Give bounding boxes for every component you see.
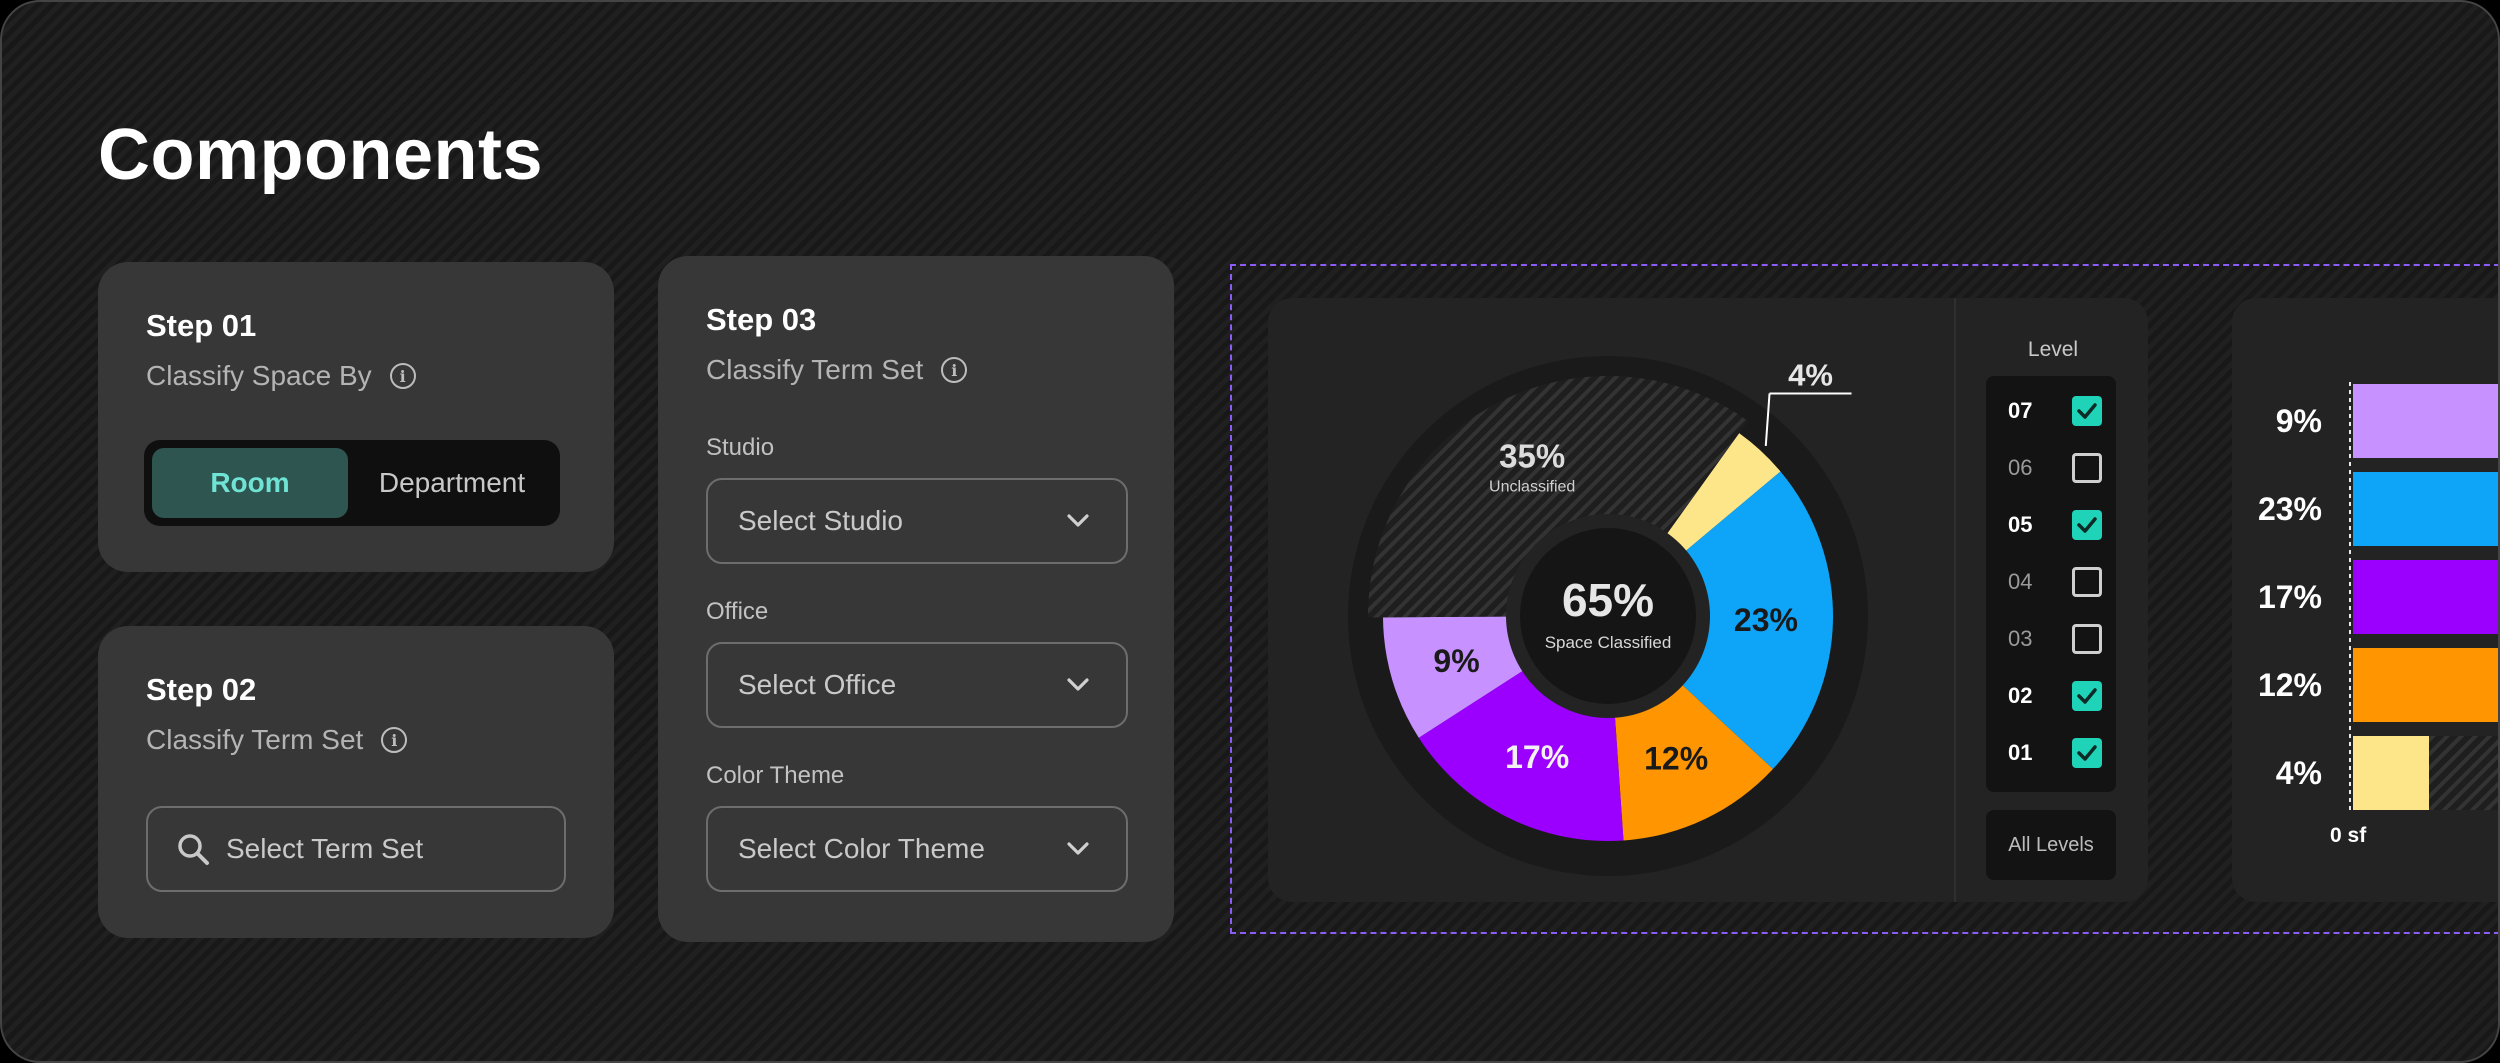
bar[interactable]: [2353, 736, 2429, 810]
bar-label: 17%: [2258, 579, 2322, 615]
checkmark-icon: [2077, 745, 2097, 761]
checkmark-icon: [2077, 517, 2097, 533]
donut-slice[interactable]: [1383, 616, 1533, 738]
level-title: Level: [2027, 338, 2079, 361]
level-checkbox[interactable]: [2072, 681, 2102, 711]
bar[interactable]: [2353, 472, 2500, 546]
level-checkbox[interactable]: [2072, 624, 2102, 654]
level-row-02[interactable]: 02: [1986, 669, 2116, 725]
office-select-value: Select Office: [738, 669, 897, 700]
bar[interactable]: [2353, 560, 2500, 634]
chevron-down-icon: [1067, 842, 1089, 855]
donut-slice[interactable]: [1368, 376, 1748, 618]
term-set-search-input[interactable]: Select Term Set: [146, 806, 566, 892]
studio-label: Studio: [706, 434, 775, 461]
classify-by-toggle: Room Department: [144, 440, 560, 526]
toggle-department-option[interactable]: Department: [378, 467, 526, 498]
step-03-card: Step 03 Classify Term Set i Studio Selec…: [658, 256, 1174, 942]
all-levels-button[interactable]: All Levels: [1986, 810, 2116, 880]
donut-chart: 4% 23% 12% 17% 9% 35% Unclassified 65% Space C…: [1348, 356, 1868, 876]
step-01-subtitle-text: Classify Space By: [146, 360, 372, 391]
level-label: 06: [2008, 455, 2033, 480]
step-03-subtitle-text: Classify Term Set: [706, 354, 924, 385]
center-label: Space Classified: [1545, 633, 1672, 652]
info-icon[interactable]: i: [381, 727, 408, 753]
chevron-down-icon: [1067, 678, 1089, 691]
checkmark-icon: [2077, 403, 2097, 419]
bar-axis-label: 0 sf: [2330, 824, 2367, 847]
bar[interactable]: [2353, 648, 2500, 722]
studio-select[interactable]: Select Studio: [706, 478, 1128, 564]
level-checkbox[interactable]: [2072, 738, 2102, 768]
level-label: 02: [2008, 683, 2033, 708]
bar-chart-panel: 9% 23% 17% 12% 4% 0 sf: [2232, 298, 2500, 902]
color-theme-select[interactable]: Select Color Theme: [706, 806, 1128, 892]
donut-slice[interactable]: [1614, 677, 1773, 841]
bar-label: 9%: [2276, 403, 2322, 439]
office-select[interactable]: Select Office: [706, 642, 1128, 728]
chevron-down-icon: [1067, 514, 1089, 527]
bar-label: 23%: [2258, 491, 2322, 527]
level-label: 04: [2008, 569, 2033, 594]
slice-sublabel: Unclassified: [1489, 478, 1575, 495]
color-theme-select-value: Select Color Theme: [738, 833, 985, 864]
step-03-subtitle: Classify Term Set i: [706, 354, 968, 386]
level-checkbox[interactable]: [2072, 453, 2102, 483]
bar-label: 4%: [2276, 755, 2322, 791]
toggle-room-option[interactable]: Room: [152, 448, 348, 518]
slice-label: 4%: [1788, 357, 1833, 392]
center-value: 65%: [1562, 574, 1654, 626]
studio-select-value: Select Studio: [738, 505, 903, 536]
step-02-title: Step 02: [146, 672, 257, 707]
page-title: Components: [98, 115, 543, 195]
bar-label: 12%: [2258, 667, 2322, 703]
level-row-07[interactable]: 07: [1986, 384, 2116, 440]
donut-slice[interactable]: [1660, 433, 1781, 559]
level-row-03[interactable]: 03: [1986, 612, 2116, 668]
donut-slice[interactable]: [1673, 471, 1833, 770]
step-01-subtitle: Classify Space By i: [146, 360, 416, 392]
step-02-subtitle: Classify Term Set i: [146, 724, 408, 756]
level-label: 05: [2008, 512, 2033, 537]
color-theme-label: Color Theme: [706, 762, 845, 789]
level-filter: Level 07 06 05 04 03 02 01 All Levels: [1954, 298, 2150, 902]
level-row-05[interactable]: 05: [1986, 498, 2116, 554]
level-checkbox[interactable]: [2072, 510, 2102, 540]
donut-hole: [1520, 528, 1696, 704]
slice-label: 9%: [1433, 643, 1479, 679]
level-checkbox[interactable]: [2072, 396, 2102, 426]
step-01-card: Step 01 Classify Space By i Room Departm…: [98, 262, 614, 572]
level-row-04[interactable]: 04: [1986, 555, 2116, 611]
slice-leader-line: [1764, 393, 1771, 446]
info-icon[interactable]: i: [941, 357, 968, 383]
level-row-01[interactable]: 01: [1986, 726, 2116, 782]
donut-chart-panel: 4% 23% 12% 17% 9% 35% Unclassified 65% Space C…: [1268, 298, 2148, 902]
step-01-title: Step 01: [146, 308, 257, 343]
checkmark-icon: [2077, 688, 2097, 704]
step-02-card: Step 02 Classify Term Set i Select Term …: [98, 626, 614, 938]
term-set-search-placeholder: Select Term Set: [226, 833, 424, 864]
bar-chart: 9% 23% 17% 12% 4% 0 sf: [2258, 382, 2500, 847]
level-checkbox[interactable]: [2072, 567, 2102, 597]
chart-component-group: [1230, 264, 2498, 934]
slice-label: 17%: [1505, 739, 1569, 775]
slice-label: 12%: [1644, 741, 1708, 777]
bar[interactable]: [2353, 384, 2500, 458]
step-02-subtitle-text: Classify Term Set: [146, 724, 364, 755]
step-03-title: Step 03: [706, 302, 817, 337]
info-icon[interactable]: i: [389, 363, 416, 389]
search-icon: [178, 834, 209, 865]
slice-label: 35%: [1499, 437, 1565, 474]
level-list: 07 06 05 04 03 02 01: [1986, 376, 2116, 792]
office-label: Office: [706, 598, 769, 625]
level-label: 01: [2008, 740, 2033, 765]
slice-label: 23%: [1734, 602, 1798, 638]
level-label: 03: [2008, 626, 2033, 651]
level-row-06[interactable]: 06: [1986, 441, 2116, 497]
level-label: 07: [2008, 398, 2033, 423]
